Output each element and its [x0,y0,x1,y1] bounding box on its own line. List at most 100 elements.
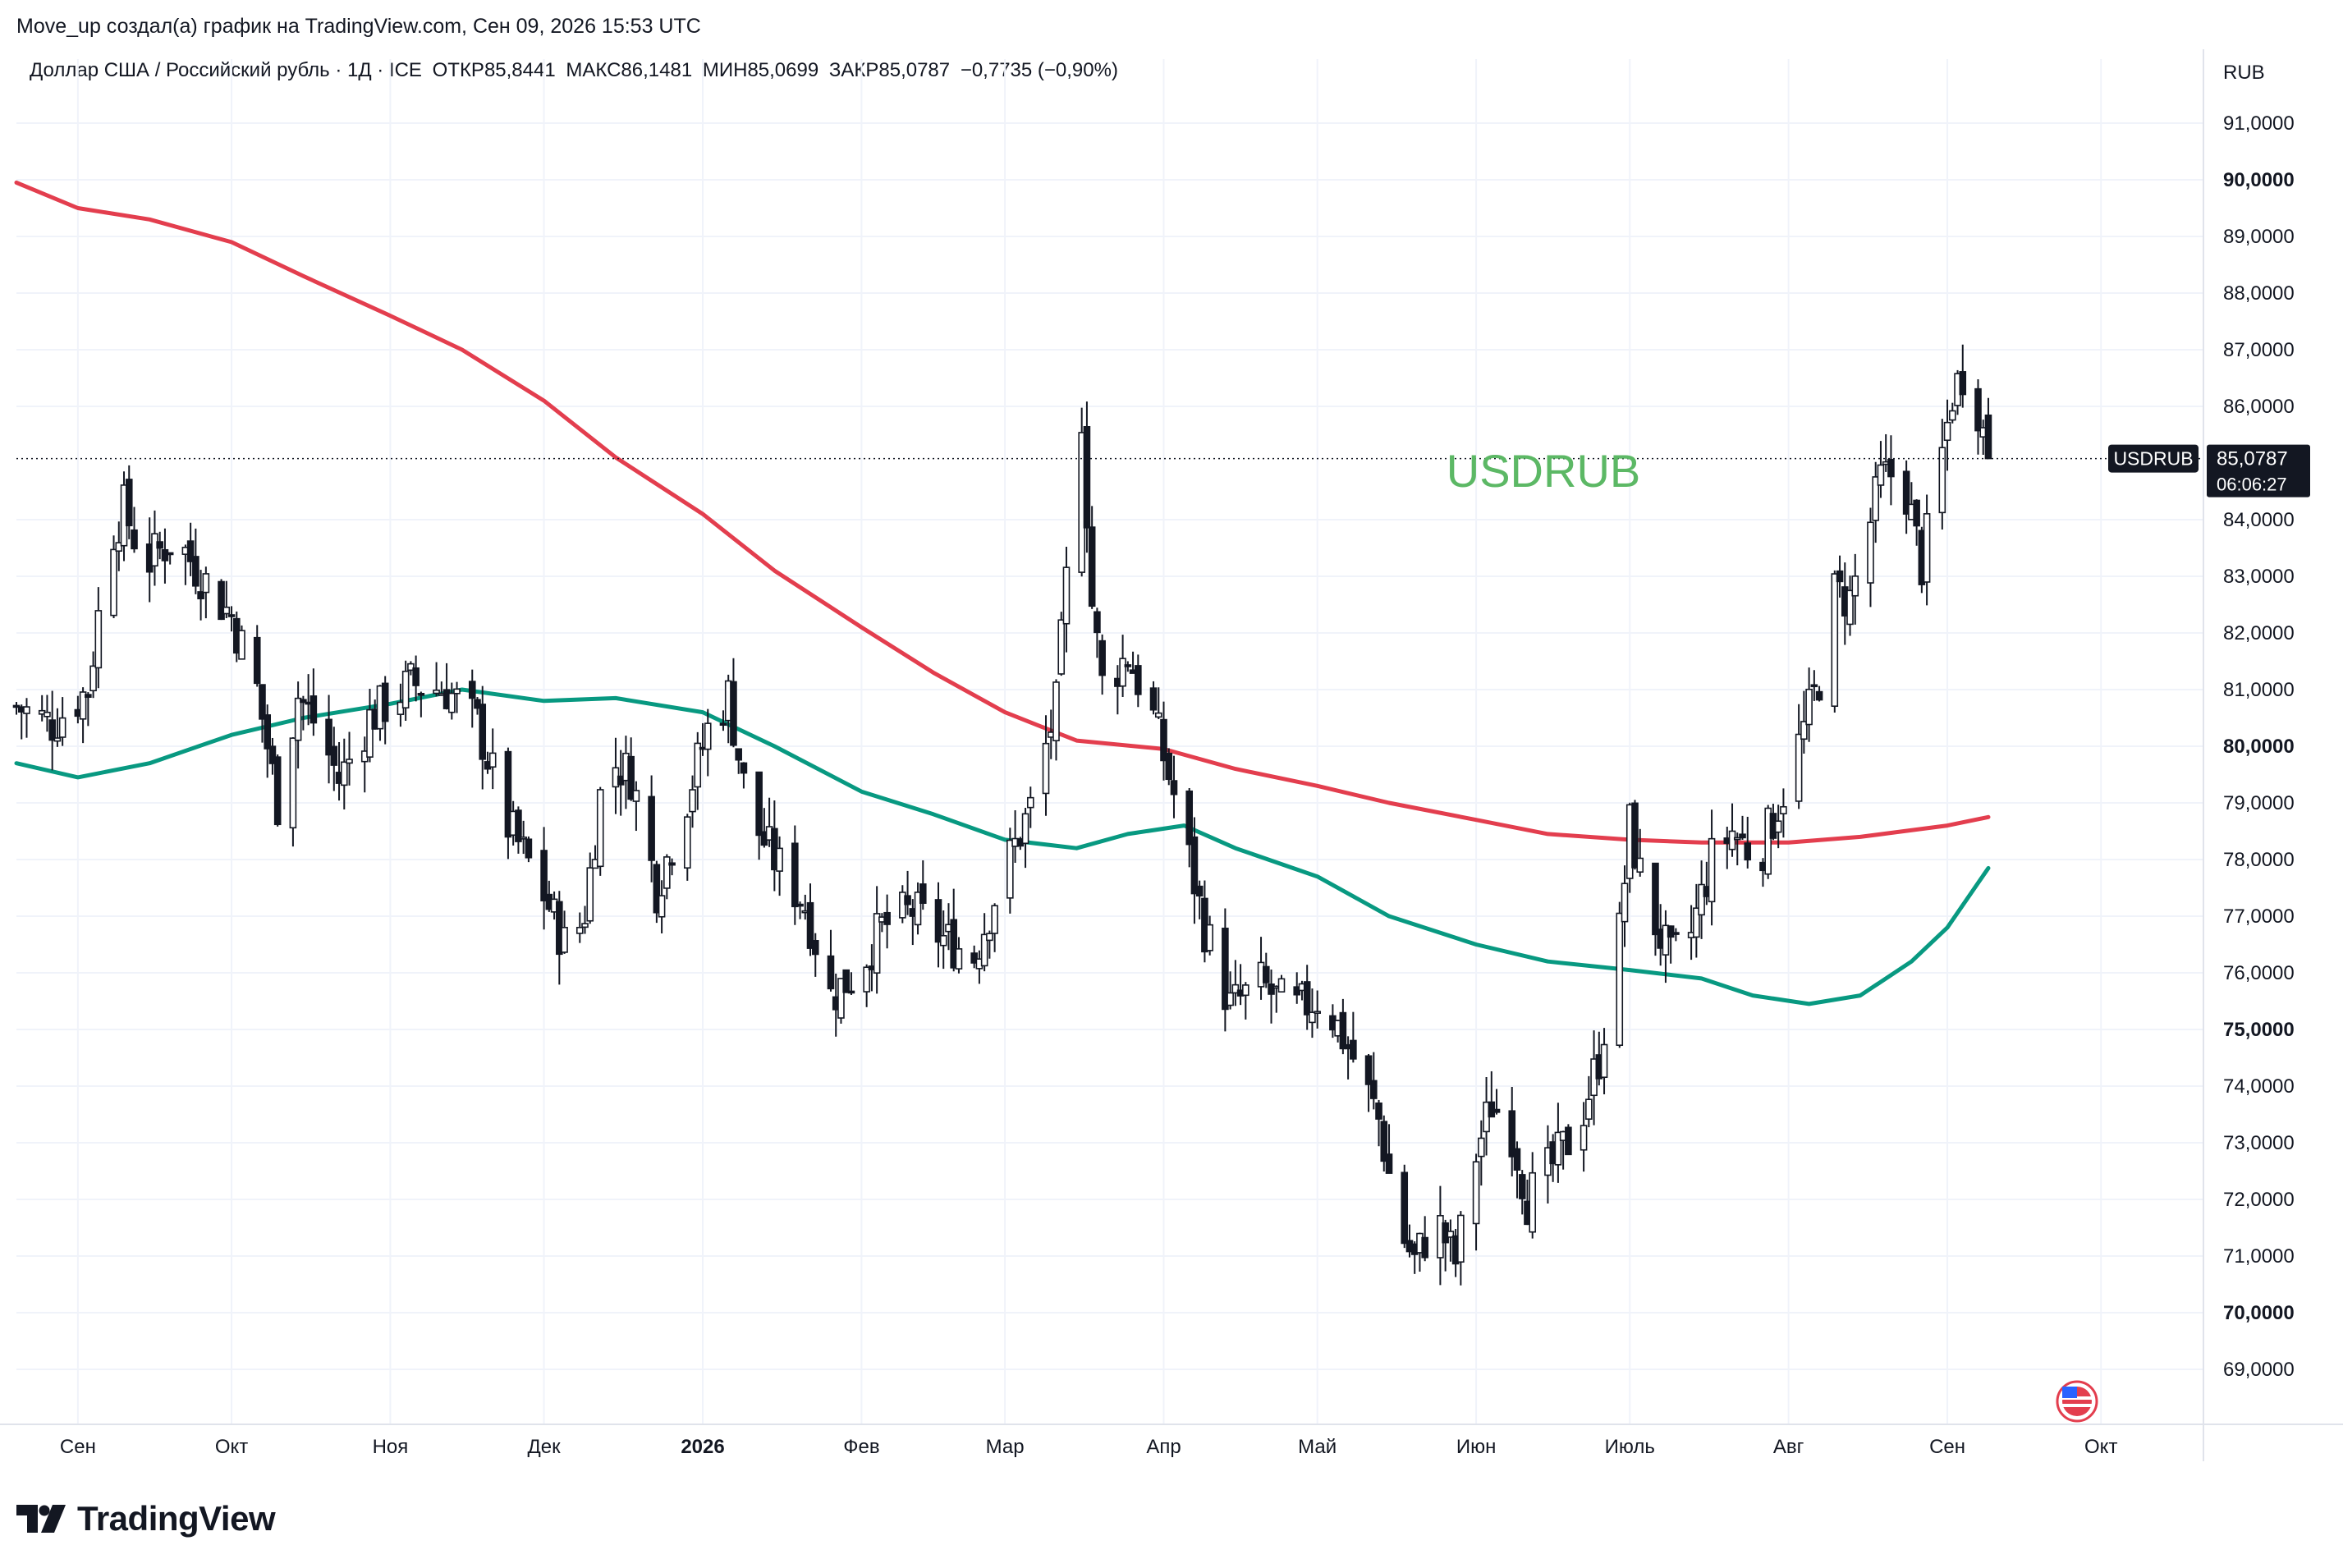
candle-body [1923,513,1931,583]
candle [1877,441,1885,498]
currency-label[interactable]: RUB [2223,62,2265,84]
candle-body [202,573,210,594]
high-value: 86,1481 [621,59,693,81]
candle-body [346,759,353,764]
candle-body [1836,570,1844,583]
candle-body [1585,1098,1593,1120]
candle [1887,435,1895,506]
candle [735,748,742,774]
candle [1846,575,1854,636]
candle [1795,704,1803,809]
candle [515,806,522,854]
chart-byline: Move_up создал(а) график на TradingView.… [16,15,701,38]
candle [1277,974,1286,993]
candle [340,738,348,810]
candle [1652,862,1659,956]
candle [48,690,56,771]
candle-body [44,711,51,718]
candle-body [48,719,56,741]
candle-body [412,667,420,686]
candle-body [1652,862,1659,936]
candle [934,882,942,968]
candle [407,661,415,676]
candle-body [719,722,727,727]
candle-body [1222,928,1229,1011]
candle-body [131,529,138,550]
symbol-title[interactable]: Доллар США / Российский рубль · 1Д · ICE [30,59,422,81]
candle [44,695,51,732]
candle-body [1831,573,1839,707]
price-tick-label: 82,0000 [2223,622,2295,644]
candle [771,800,778,892]
candle-body [1447,1231,1455,1238]
candle [1693,883,1700,958]
candle-body [796,903,804,907]
price-axis[interactable]: 69,0000 70,0000 71,0000 72,0000 73,0000 74,00… [2223,112,2295,1381]
candle [806,883,814,956]
price-tick-label: 77,0000 [2223,905,2295,928]
chart-grid [16,59,2203,1424]
tradingview-logo[interactable]: TradingView [16,1499,276,1538]
candle [1006,828,1014,914]
candle-body [453,688,461,695]
candle-body [1513,1148,1521,1171]
candle-body [1185,790,1194,846]
candle [264,704,272,778]
candle-body [575,927,584,934]
candle-body [94,610,103,669]
candle [719,710,727,731]
time-axis[interactable]: Сен Окт Ноя Дек 2026 Фев Мар Апр Май Июн Июль Авг Се… [60,1436,2118,1458]
candle [1350,1011,1357,1063]
price-chart[interactable]: USDRUB 69,0000 70,0000 71,0000 72,0000 73,00… [0,0,2343,1486]
candle-body [730,681,737,746]
candle-body [85,694,92,699]
candle [38,695,46,722]
low-value: 85,0699 [747,59,819,81]
candle [1149,681,1158,715]
candle [694,731,702,810]
candle-body [1309,1011,1316,1024]
candle [1062,546,1071,653]
candle [581,905,589,934]
candle-body [873,913,881,974]
candle [325,695,332,784]
candle [346,731,353,786]
candle [1190,817,1199,924]
candle [837,978,845,1024]
candle [1580,1102,1588,1172]
candle [79,687,87,744]
candle-body [161,548,169,562]
candle [1160,701,1167,781]
price-tick-label: 86,0000 [2223,396,2295,418]
us-flag-icon[interactable] [2056,1380,2098,1423]
time-tick-label: Ноя [373,1436,409,1458]
candle-body [1693,907,1700,938]
candle [1672,928,1680,942]
candle-body [1846,589,1854,626]
candle [125,465,133,539]
candle [1744,816,1752,869]
candle [658,880,666,933]
candle [453,681,461,713]
candle-body [186,540,195,562]
price-tick-label: 75,0000 [2223,1019,2295,1041]
candle-body [156,541,163,549]
candle [1339,998,1347,1055]
candle-body [648,795,655,861]
candle-body [520,837,527,840]
candle-body [468,681,476,699]
candle [919,860,927,910]
candle-body [525,838,533,859]
candle [1923,494,1931,606]
candle [1774,805,1782,849]
candle-body [939,934,947,947]
candle [883,894,891,949]
candle-body [1698,883,1705,916]
time-tick-label: Апр [1146,1436,1181,1458]
candle-body [847,990,855,994]
price-tick-label: 84,0000 [2223,509,2295,531]
candle [1222,908,1229,1032]
candle-body [1948,410,1956,421]
candle-body [1385,1153,1393,1174]
time-tick-label: Сен [60,1436,96,1458]
